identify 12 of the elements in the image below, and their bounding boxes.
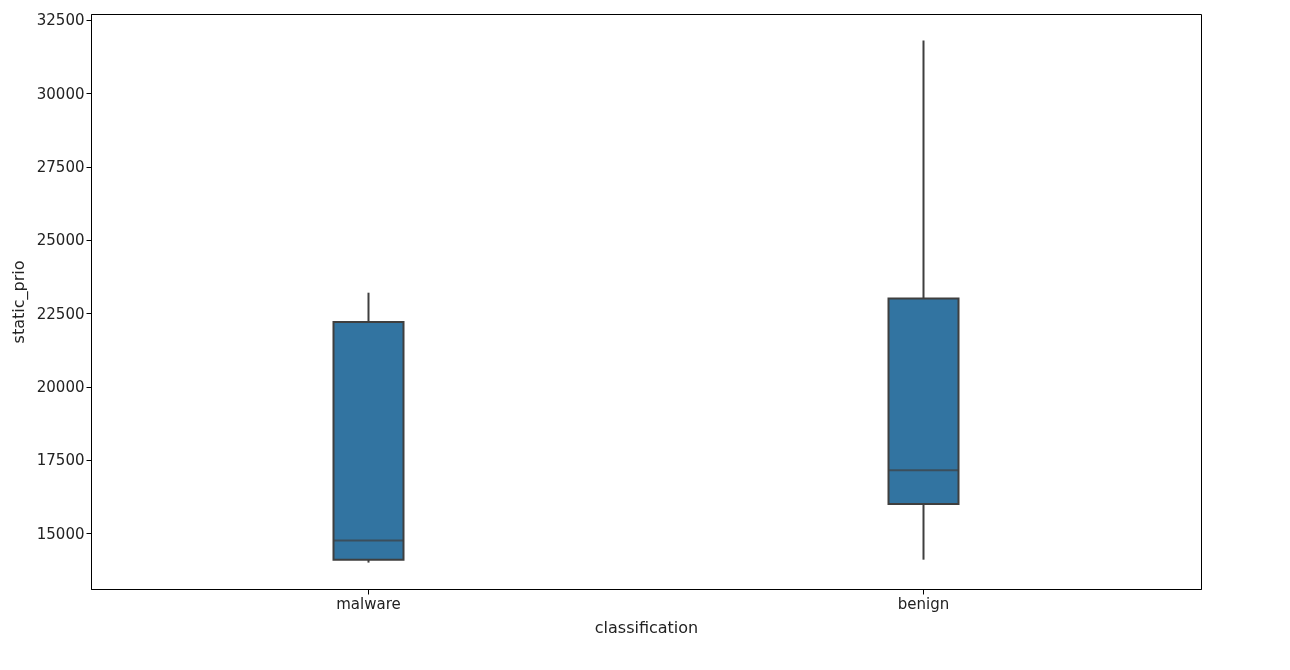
x-tick-label: benign: [897, 594, 950, 613]
x-tick-label: malware: [336, 594, 401, 613]
y-tick-label: 20000: [36, 378, 85, 397]
y-tick-label: 22500: [36, 304, 85, 323]
y-tick-label: 15000: [36, 524, 85, 543]
y-tick-label: 27500: [36, 158, 85, 177]
y-axis-title: static_prio: [8, 260, 29, 344]
x-axis-title: classification: [594, 617, 699, 637]
y-tick-label: 25000: [36, 231, 85, 250]
y-tick-label: 32500: [36, 11, 85, 30]
y-tick-label: 17500: [36, 451, 85, 470]
y-tick-label: 30000: [36, 84, 85, 103]
